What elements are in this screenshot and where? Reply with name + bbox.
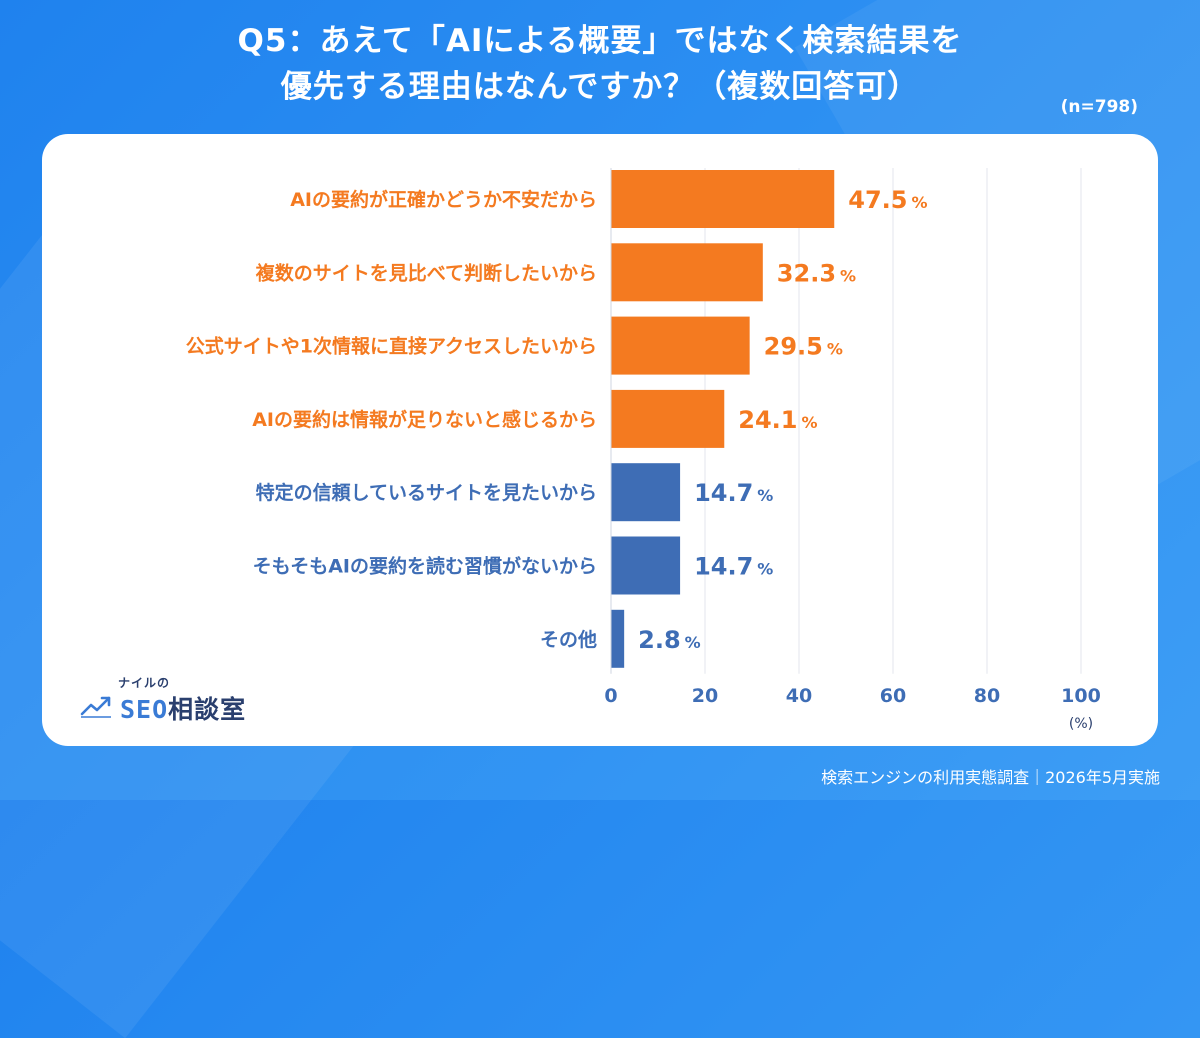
tick-label: 20 [692,685,718,707]
category-label: AIの要約が正確かどうか不安だから [290,188,597,211]
x-axis-unit: (%) [1069,716,1093,732]
chart-card: AIの要約が正確かどうか不安だから 47.5% 複数のサイトを見比べて判断したいから… [42,134,1158,746]
data-label: 2.8% [638,626,701,654]
tick-label: 0 [604,685,617,707]
data-label: 29.5% [764,333,843,361]
logo-main-text: SEO相談室 [120,690,246,726]
data-label: 24.1% [738,406,817,434]
bar-chart: AIの要約が正確かどうか不安だから 47.5 % 複数のサイトを見比べて判断したいから… [186,168,1101,732]
tick-label: 100 [1061,685,1101,707]
logo-small-text: ナイルの [118,676,171,690]
category-label: 複数のサイトを見比べて判断したいから [255,261,597,284]
bar [611,170,835,228]
tick-label: 60 [880,685,906,707]
category-label: その他 [540,628,597,651]
category-label: AIの要約は情報が足りないと感じるから [252,408,597,431]
logo: ナイルの SEO相談室 [80,670,250,730]
tick-label: 40 [786,685,812,707]
bar [611,316,750,375]
data-label: 47.5% [848,186,927,214]
data-label: 14.7% [694,553,773,581]
category-label: 公式サイトや1次情報に直接アクセスしたいから [186,335,597,358]
bar [611,609,625,668]
bar [611,243,763,302]
data-label: 32.3% [777,259,856,287]
bar [611,463,681,522]
sample-size-label: (n=798) [1060,97,1138,117]
category-label: そもそもAIの要約を読む習慣がないから [253,555,597,578]
title-line-2: 優先する理由はなんですか？（複数回答可） [280,69,920,105]
logo-name-text: 相談室 [168,695,247,724]
footer-note: 検索エンジンの利用実態調査｜2026年5月実施 [821,768,1160,787]
logo-seo-text: SEO [120,695,169,724]
bar [611,389,725,448]
title-line-1: Q5：あえて「AIによる概要」ではなく検索結果を [237,23,963,59]
data-label: 14.7% [694,479,773,507]
trend-line-icon [80,696,111,718]
tick-label: 80 [974,685,1000,707]
bar [611,536,681,595]
category-label: 特定の信頼しているサイトを見たいから [256,481,597,504]
chart-title: Q5：あえて「AIによる概要」ではなく検索結果を 優先する理由はなんですか？（複… [0,18,1200,110]
